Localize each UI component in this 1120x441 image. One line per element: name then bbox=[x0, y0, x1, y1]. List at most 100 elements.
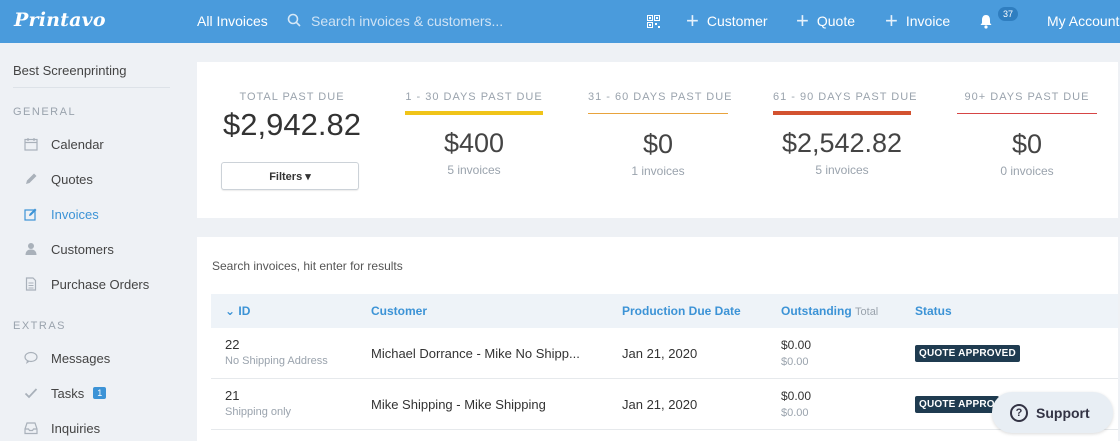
sidebar-item-label: Inquiries bbox=[51, 420, 101, 436]
sidebar-item-label: Quotes bbox=[51, 171, 93, 187]
bucket-amount: $0 bbox=[642, 129, 674, 159]
column-total-label: Total bbox=[855, 306, 879, 318]
sidebar-item-label: Customers bbox=[51, 241, 114, 257]
table-row[interactable]: 22 No Shipping Address Michael Dorrance … bbox=[211, 328, 1118, 379]
bucket-color-bar bbox=[957, 113, 1097, 114]
column-customer[interactable]: Customer bbox=[371, 304, 428, 318]
new-customer-button[interactable]: + Customer bbox=[686, 10, 768, 32]
invoice-shipping-note: No Shipping Address bbox=[225, 355, 328, 367]
bucket-invoice-count: 1 invoices bbox=[631, 164, 685, 178]
invoice-outstanding: $0.00 bbox=[781, 389, 812, 403]
notification-count-badge: 37 bbox=[998, 7, 1019, 21]
sidebar-item-label: Calendar bbox=[51, 136, 104, 152]
sidebar-item-customers[interactable]: Customers bbox=[24, 239, 114, 259]
total-past-due-label: TOTAL PAST DUE bbox=[239, 91, 345, 103]
user-icon bbox=[25, 243, 37, 255]
invoice-total: $0.00 bbox=[781, 356, 809, 368]
general-section-label: GENERAL bbox=[13, 106, 77, 118]
bucket-amount: $0 bbox=[1011, 129, 1043, 159]
bucket-invoice-count: 5 invoices bbox=[447, 163, 501, 177]
sort-chevron-down-icon: ⌄ bbox=[225, 304, 236, 318]
invoice-shipping-note: Shipping only bbox=[225, 406, 292, 418]
my-account-link[interactable]: My Account bbox=[1047, 13, 1120, 29]
column-id-label: ID bbox=[238, 304, 251, 318]
invoice-total: $0.00 bbox=[781, 407, 809, 419]
top-navigation-bar: Printavo All Invoices + Customer + Quote… bbox=[0, 0, 1120, 43]
bucket-label: 61 - 90 DAYS PAST DUE bbox=[773, 91, 918, 103]
sidebar: Best Screenprinting GENERAL Calendar Quo… bbox=[0, 43, 183, 441]
tasks-count-badge: 1 bbox=[93, 387, 107, 399]
new-quote-label: Quote bbox=[816, 13, 855, 29]
column-status[interactable]: Status bbox=[915, 304, 952, 318]
sidebar-item-purchase-orders[interactable]: Purchase Orders bbox=[24, 274, 149, 294]
calendar-icon bbox=[24, 138, 38, 151]
sidebar-item-calendar[interactable]: Calendar bbox=[24, 134, 104, 154]
bucket-color-bar bbox=[588, 113, 728, 114]
invoice-search-hint[interactable]: Search invoices, hit enter for results bbox=[212, 259, 403, 273]
bucket-1-30-days[interactable]: 1 - 30 DAYS PAST DUE $400 5 invoices bbox=[405, 91, 543, 177]
invoice-id[interactable]: 21 bbox=[225, 388, 240, 403]
printavo-logo[interactable]: Printavo bbox=[14, 9, 106, 31]
new-invoice-button[interactable]: + Invoice bbox=[885, 10, 950, 32]
support-button[interactable]: ? Support bbox=[992, 392, 1113, 433]
invoice-customer[interactable]: Mike Shipping - Mike Shipping bbox=[371, 397, 546, 412]
sidebar-item-messages[interactable]: Messages bbox=[24, 348, 110, 368]
sidebar-item-quotes[interactable]: Quotes bbox=[24, 169, 93, 189]
bucket-61-90-days[interactable]: 61 - 90 DAYS PAST DUE $2,542.82 5 invoic… bbox=[773, 91, 918, 177]
caret-down-icon: ▾ bbox=[305, 170, 311, 183]
bucket-invoice-count: 0 invoices bbox=[1000, 164, 1054, 178]
invoices-table: ⌄ ID Customer Production Due Date Outsta… bbox=[211, 294, 1118, 430]
status-badge[interactable]: QUOTE APPRO bbox=[915, 396, 999, 413]
filters-dropdown-button[interactable]: Filters ▾ bbox=[221, 162, 359, 190]
status-badge[interactable]: QUOTE APPROVED bbox=[915, 345, 1020, 362]
column-production-due-date[interactable]: Production Due Date bbox=[622, 304, 741, 318]
question-icon: ? bbox=[1010, 403, 1028, 422]
bucket-label: 31 - 60 DAYS PAST DUE bbox=[588, 91, 733, 103]
past-due-summary-card: TOTAL PAST DUE $2,942.82 Filters ▾ 1 - 3… bbox=[197, 62, 1118, 218]
bucket-label: 90+ DAYS PAST DUE bbox=[964, 91, 1090, 103]
table-row[interactable]: 21 Shipping only Mike Shipping - Mike Sh… bbox=[211, 379, 1118, 430]
sidebar-item-inquiries[interactable]: Inquiries bbox=[24, 418, 100, 438]
notifications-button[interactable] bbox=[979, 10, 993, 32]
bucket-color-bar bbox=[405, 111, 543, 115]
search-icon bbox=[287, 13, 301, 27]
new-quote-button[interactable]: + Quote bbox=[796, 10, 855, 32]
column-id[interactable]: ⌄ ID bbox=[225, 304, 250, 318]
invoice-id[interactable]: 22 bbox=[225, 337, 240, 352]
search-input[interactable] bbox=[311, 11, 601, 31]
bucket-31-60-days[interactable]: 31 - 60 DAYS PAST DUE $0 1 invoices bbox=[588, 91, 733, 178]
total-past-due: TOTAL PAST DUE $2,942.82 bbox=[217, 91, 367, 143]
table-header: ⌄ ID Customer Production Due Date Outsta… bbox=[211, 294, 1118, 328]
invoice-due-date: Jan 21, 2020 bbox=[622, 397, 698, 412]
sidebar-item-label: Messages bbox=[51, 350, 111, 366]
global-search bbox=[287, 11, 607, 31]
qr-scan-button[interactable] bbox=[647, 10, 660, 32]
sidebar-divider bbox=[13, 87, 170, 88]
column-outstanding[interactable]: Outstanding Total bbox=[781, 304, 878, 318]
bucket-color-bar bbox=[773, 111, 911, 115]
sidebar-item-label: Purchase Orders bbox=[51, 276, 150, 292]
total-past-due-amount: $2,942.82 bbox=[223, 107, 361, 142]
sidebar-item-tasks[interactable]: Tasks 1 bbox=[24, 383, 107, 403]
inbox-icon bbox=[24, 422, 38, 435]
edit-icon bbox=[24, 208, 37, 221]
bucket-90-plus-days[interactable]: 90+ DAYS PAST DUE $0 0 invoices bbox=[957, 91, 1097, 178]
all-invoices-link[interactable]: All Invoices bbox=[197, 13, 268, 29]
invoice-outstanding: $0.00 bbox=[781, 338, 812, 352]
qr-code-icon bbox=[647, 14, 660, 28]
invoices-panel: Search invoices, hit enter for results ⌄… bbox=[197, 237, 1118, 441]
bucket-amount: $2,542.82 bbox=[781, 128, 903, 158]
invoice-customer[interactable]: Michael Dorrance - Mike No Shipp... bbox=[371, 346, 580, 361]
support-label: Support bbox=[1036, 404, 1090, 421]
document-icon bbox=[25, 277, 37, 291]
company-name: Best Screenprinting bbox=[13, 63, 127, 78]
plus-icon: + bbox=[885, 8, 898, 33]
bucket-amount: $400 bbox=[443, 128, 505, 158]
plus-icon: + bbox=[796, 8, 809, 33]
invoice-due-date: Jan 21, 2020 bbox=[622, 346, 698, 361]
check-icon bbox=[24, 388, 38, 399]
plus-icon: + bbox=[686, 8, 699, 33]
sidebar-item-invoices[interactable]: Invoices bbox=[24, 204, 99, 224]
extras-section-label: EXTRAS bbox=[13, 320, 67, 332]
new-customer-label: Customer bbox=[706, 13, 768, 29]
